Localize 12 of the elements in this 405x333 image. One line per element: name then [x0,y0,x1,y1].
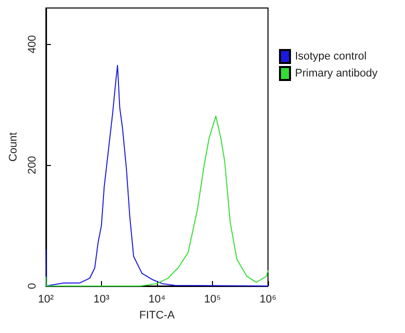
x-axis-title: FITC-A [139,310,176,322]
legend-label: Primary antibody [295,68,378,80]
y-tick-label: 0 [26,282,38,290]
y-tick-label: 200 [26,156,38,174]
x-tick-label: 10³ [93,294,110,306]
x-tick-label: 10⁵ [204,294,221,306]
y-tick-label: 400 [26,35,38,54]
x-tick-label: 10⁶ [260,294,276,306]
x-tick-label: 10⁴ [148,294,166,306]
y-axis-title: Count [8,132,20,162]
legend-label: Isotype control [295,50,367,62]
x-tick-label: 10² [38,294,54,306]
